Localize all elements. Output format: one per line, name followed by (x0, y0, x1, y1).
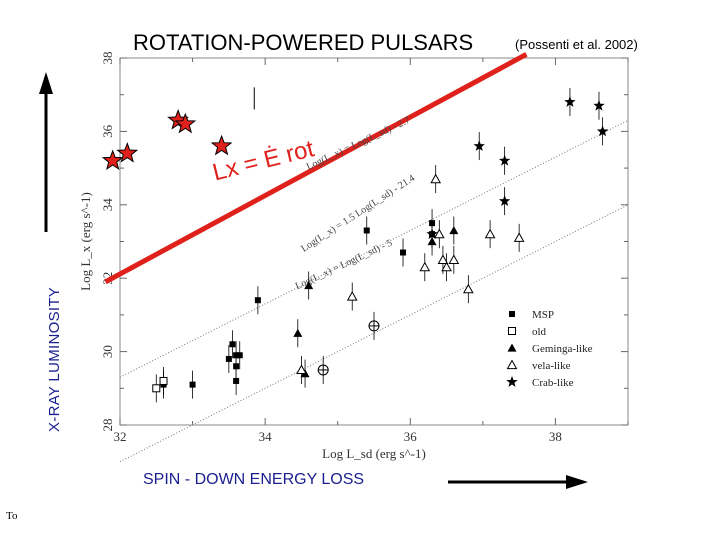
crab-like-point (498, 195, 511, 206)
geminga-like-point (293, 328, 303, 337)
msp-point (233, 377, 240, 384)
y-tick-label: 28 (100, 419, 115, 432)
msp-point (233, 363, 240, 370)
legend-label: MSP (532, 309, 554, 321)
relation-annotation: Log(L_x) = 1.5 Log(L_sd) - 21.4 (299, 173, 417, 255)
msp-point (429, 220, 436, 227)
msp-point (254, 297, 261, 304)
legend-marker (509, 311, 515, 317)
citation-text: (Possenti et al. 2002) (515, 37, 638, 52)
y-up-arrow-head (39, 72, 53, 94)
page-title: ROTATION-POWERED PULSARS (133, 30, 474, 55)
y-tick-label: 34 (100, 198, 115, 212)
msp-point (229, 341, 236, 348)
geminga-like-point (304, 281, 314, 290)
legend-marker (508, 327, 516, 335)
legend-marker (506, 359, 518, 370)
crab-like-point (498, 154, 511, 166)
x-tick-label: 32 (114, 429, 127, 444)
x-tick-label: 34 (259, 429, 273, 444)
x-axis-title: Log L_sd (erg s^-1) (322, 446, 426, 461)
crab-like-point (473, 140, 485, 151)
old-point (159, 376, 168, 385)
x-tick-label: 36 (404, 429, 418, 444)
vela-like-point (484, 228, 496, 239)
vela-like-point (430, 173, 442, 184)
crab-like-point (596, 125, 609, 137)
red-stars-point (174, 112, 197, 134)
msp-point (400, 249, 407, 256)
relation-annotation: Log(L_x) = Log(L_sd) - 2.7 (305, 115, 412, 173)
msp-point (189, 381, 196, 388)
legend-label: vela-like (532, 360, 571, 372)
geminga-like-point (449, 225, 459, 235)
vela-like-point (462, 283, 474, 294)
msp-point (233, 352, 240, 359)
red-stars-point (101, 149, 124, 171)
vela-like-point (437, 254, 449, 264)
old-point (152, 384, 161, 393)
y-axis-title: Log L_x (erg s^-1) (78, 192, 93, 291)
geminga-like-point (427, 237, 437, 246)
equality-line (104, 52, 528, 285)
x-tick-label: 38 (549, 429, 562, 444)
msp-point (363, 227, 370, 234)
legend-marker (507, 343, 517, 352)
vela-like-point (419, 261, 431, 272)
footer-text: To (6, 510, 18, 522)
dotted-relation-line (119, 119, 629, 378)
x-right-arrow-head (566, 475, 588, 489)
crab-like-point (564, 96, 576, 107)
crab-like-point (593, 99, 605, 111)
crab-like-point (426, 228, 438, 239)
vela-like-point (346, 291, 358, 301)
vela-like-point (441, 261, 452, 272)
legend-label: old (532, 326, 547, 338)
vela-like-point (433, 228, 445, 239)
y-tick-label: 38 (100, 52, 115, 65)
x-spin-down-label: SPIN - DOWN ENERGY LOSS (143, 471, 365, 488)
vela-like-point (296, 364, 307, 375)
dotted-relation-line (119, 204, 629, 463)
msp-point (225, 355, 232, 362)
red-stars-point (210, 134, 233, 156)
legend-marker (506, 376, 518, 387)
vela-like-point (448, 254, 460, 264)
msp-point (236, 352, 243, 359)
legend-label: Geminga-like (532, 343, 593, 355)
y-tick-label: 30 (100, 345, 115, 358)
legend-label: Crab-like (532, 377, 574, 389)
red-stars-point (116, 141, 139, 163)
y-tick-label: 36 (100, 124, 115, 138)
vela-like-point (513, 232, 525, 242)
